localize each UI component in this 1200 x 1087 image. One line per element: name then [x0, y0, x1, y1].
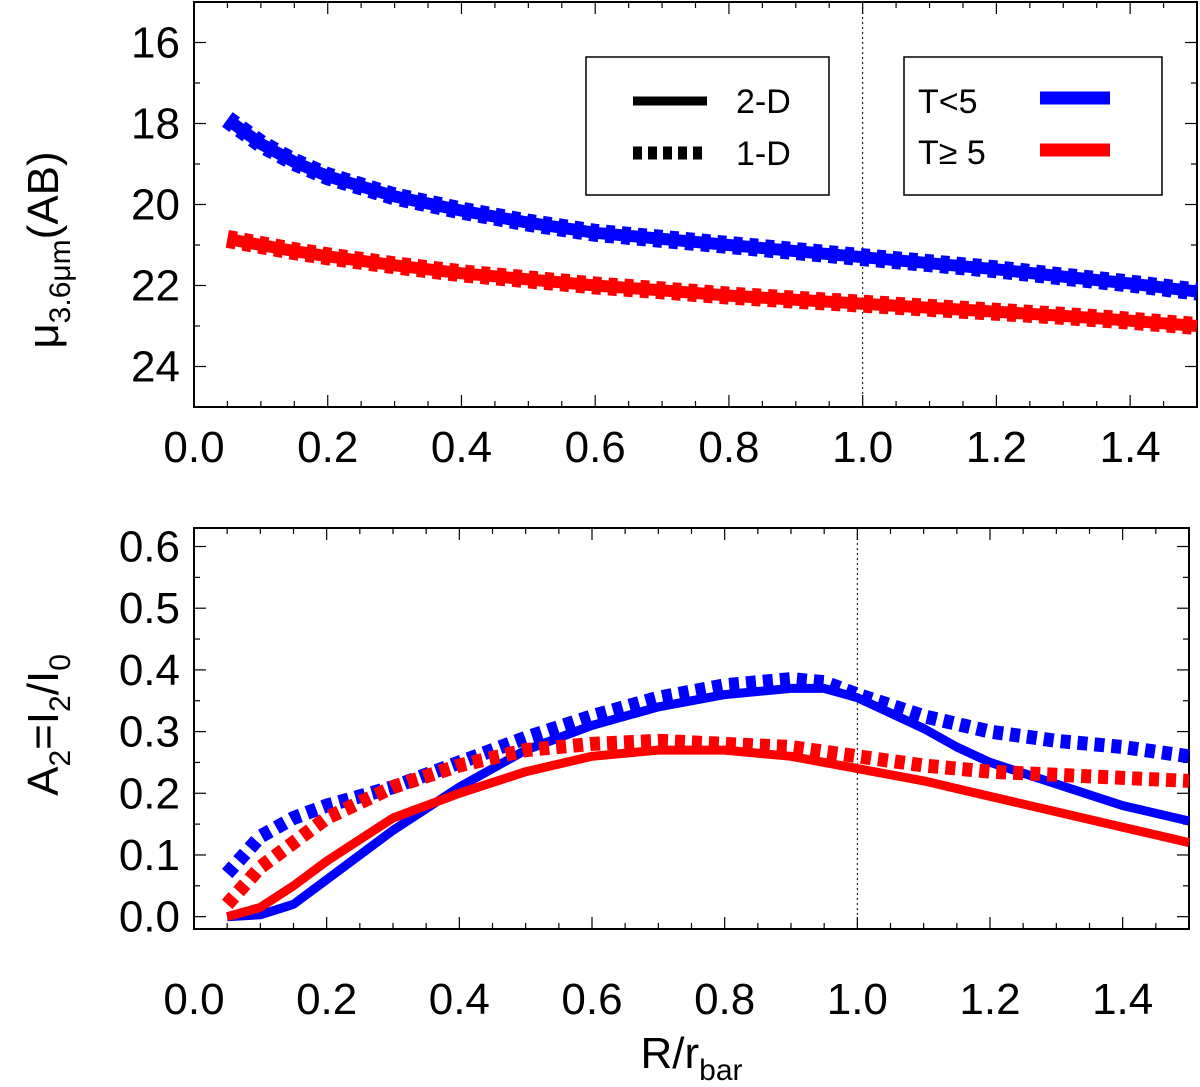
legend-type-box — [903, 56, 1163, 196]
top-y-tick-label: 24 — [131, 343, 180, 392]
top-x-tick-label: 0.2 — [297, 423, 358, 472]
bottom-y-title-part-a: A — [19, 766, 68, 796]
bottom-x-title-base: R/r — [640, 1029, 699, 1078]
bot-y-tick-label: 0.3 — [119, 708, 180, 757]
bottom-y-title-sub-0: 0 — [44, 654, 77, 671]
top-y-tick-label: 16 — [131, 19, 180, 68]
bottom-x-title-sub: bar — [699, 1054, 742, 1087]
top-series-t-5-1-d — [225, 230, 1198, 335]
bot-series-t-5-2-d — [225, 745, 1191, 922]
bot-y-tick-label: 0.4 — [119, 646, 180, 695]
bot-y-tick-label: 0.5 — [119, 584, 180, 633]
top-panel: 0.0 0.2 0.4 0.6 0.8 1.0 1.2 1.4 16 18 20 22 24 μ3.6μ… — [19, 1, 1199, 472]
bot-y-tick-label: 0.6 — [119, 523, 180, 572]
bot-y-tick-label: 0.1 — [119, 831, 180, 880]
bot-x-tick-label: 1.0 — [827, 975, 888, 1024]
bot-series-t-5-1-d — [221, 672, 1190, 879]
legend-2d-label: 2-D — [736, 83, 791, 121]
top-x-tick-label: 1.2 — [966, 423, 1027, 472]
bottom-y-title-sub-2b: 2 — [44, 695, 77, 712]
top-series-t-5-1-d — [222, 112, 1199, 301]
bot-x-tick-label: 0.2 — [296, 975, 357, 1024]
top-y-tick-label: 18 — [131, 100, 180, 149]
legend-t-ge5-label: T≥ 5 — [918, 134, 986, 172]
bottom-x-axis-title: R/rbar — [640, 1029, 742, 1087]
bot-x-tick-label: 1.4 — [1092, 975, 1153, 1024]
bot-series-t-5-1-d — [221, 733, 1190, 909]
legend-t-lt5-label: T<5 — [918, 83, 978, 121]
bot-x-tick-label: 1.2 — [959, 975, 1020, 1024]
bot-x-tick-label: 0.4 — [429, 975, 490, 1024]
top-y-tick-label: 22 — [131, 262, 180, 311]
bot-x-tick-label: 0.8 — [694, 975, 755, 1024]
bottom-y-title-sub-2: 2 — [44, 750, 77, 767]
bottom-y-title-part-eq-i: =I — [19, 712, 68, 750]
legend-type: T<5 T≥ 5 — [903, 56, 1163, 196]
top-x-tick-label: 0.4 — [431, 423, 492, 472]
bottom-y-axis-title: A2=I2/I0 — [19, 654, 77, 796]
bot-x-tick-label: 0.0 — [163, 975, 224, 1024]
bot-x-tick-label: 0.6 — [561, 975, 622, 1024]
top-y-tick-label: 20 — [131, 181, 180, 230]
top-x-tick-label: 1.0 — [832, 423, 893, 472]
top-x-tick-label: 0.0 — [163, 423, 224, 472]
bottom-y-title-part-div-i: /I — [19, 671, 68, 695]
legend-1d-label: 1-D — [736, 135, 791, 173]
bot-series-t-5-2-d — [226, 683, 1191, 922]
bot-y-tick-label: 0.2 — [119, 769, 180, 818]
top-y-axis-title-suffix: (AB) — [19, 151, 68, 239]
top-x-tick-label: 0.8 — [698, 423, 759, 472]
legend-line-style: 2-D 1-D — [585, 56, 830, 196]
bottom-panel: 0.0 0.2 0.4 0.6 0.8 1.0 1.2 1.4 0.0 0.1 0.2 0.3 0.4 0… — [19, 523, 1191, 1087]
top-x-tick-label: 0.6 — [565, 423, 626, 472]
legend-line-style-box — [585, 56, 830, 196]
top-y-axis-title: μ3.6μm(AB) — [19, 151, 77, 348]
bot-y-tick-label: 0.0 — [119, 893, 180, 942]
top-y-axis-title-base: μ — [19, 323, 68, 348]
top-y-axis-title-sub: 3.6μm — [44, 239, 77, 323]
top-x-tick-label: 1.4 — [1100, 423, 1161, 472]
